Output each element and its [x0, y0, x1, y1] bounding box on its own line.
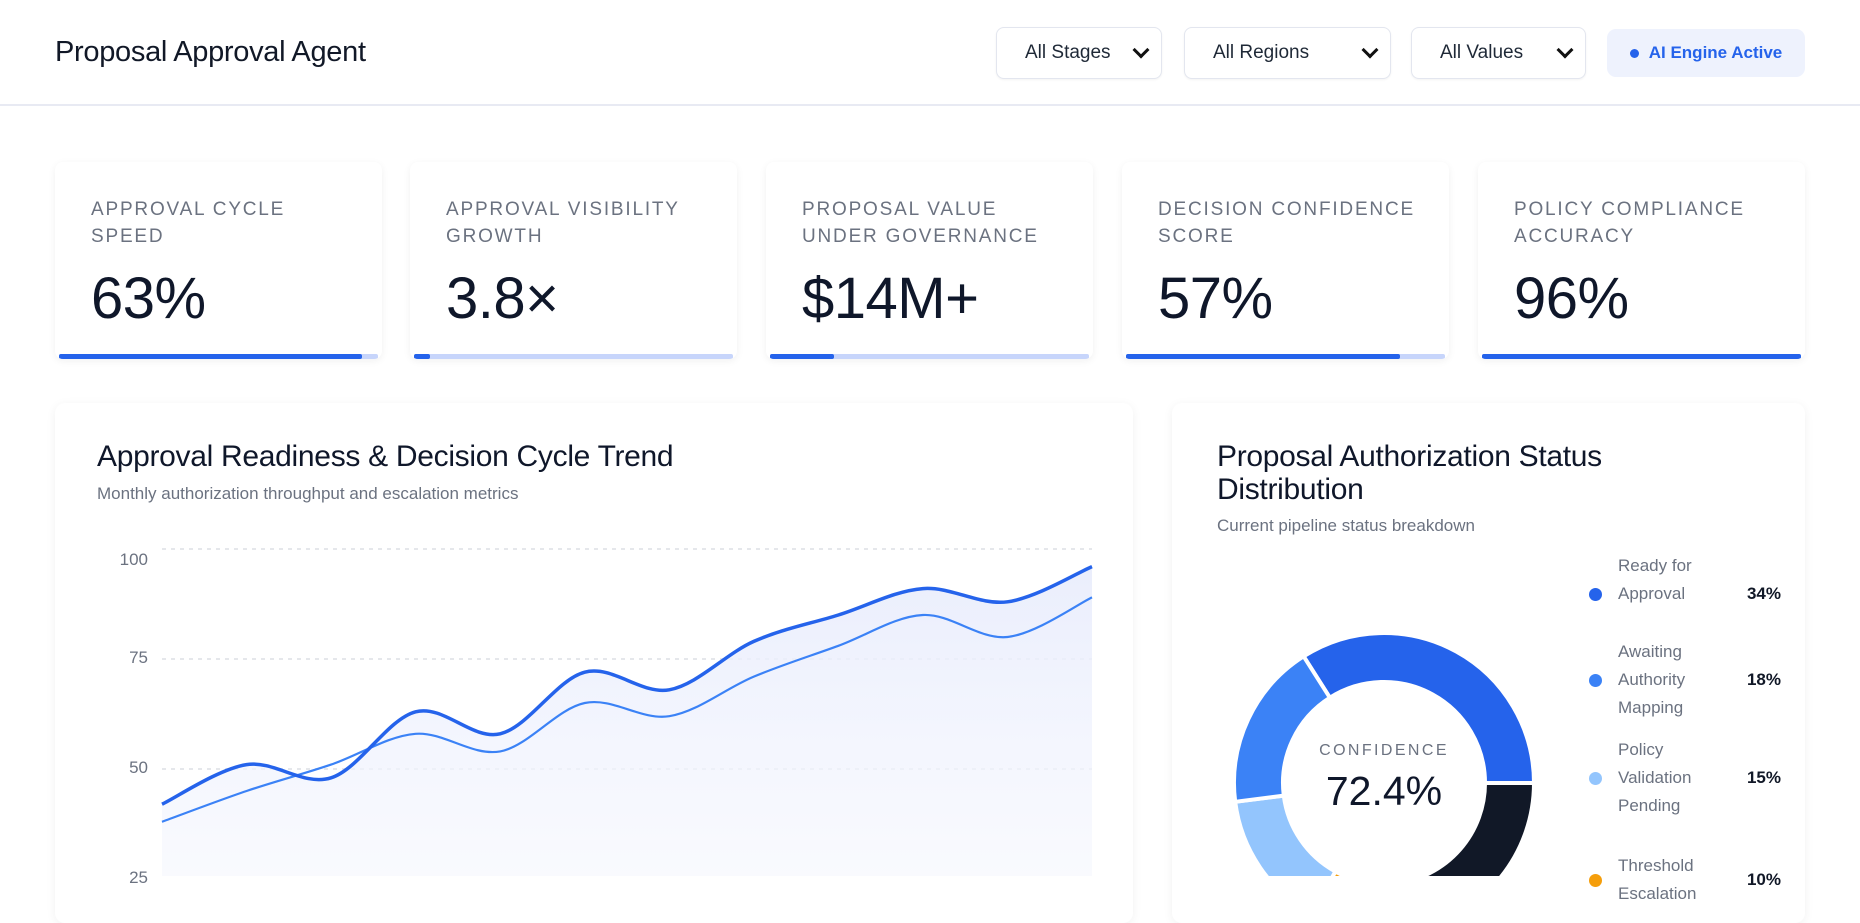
- legend-percentage: 15%: [1721, 768, 1781, 788]
- donut-center-value: 72.4%: [1284, 768, 1484, 815]
- legend-label: Policy Validation Pending: [1618, 736, 1698, 820]
- legend-label: Threshold Escalation: [1618, 852, 1698, 908]
- legend-label: Ready for Approval: [1618, 552, 1706, 608]
- status-donut-chart: [0, 0, 1860, 876]
- legend-color-dot-icon: [1589, 588, 1602, 601]
- legend-percentage: 10%: [1721, 870, 1781, 890]
- legend-percentage: 34%: [1721, 584, 1781, 604]
- legend-color-dot-icon: [1589, 772, 1602, 785]
- donut-slice: [1304, 633, 1534, 783]
- donut-center-label: CONFIDENCE: [1284, 742, 1484, 760]
- legend-percentage: 18%: [1721, 670, 1781, 690]
- legend-color-dot-icon: [1589, 674, 1602, 687]
- legend-label: Awaiting Authority Mapping: [1618, 638, 1698, 722]
